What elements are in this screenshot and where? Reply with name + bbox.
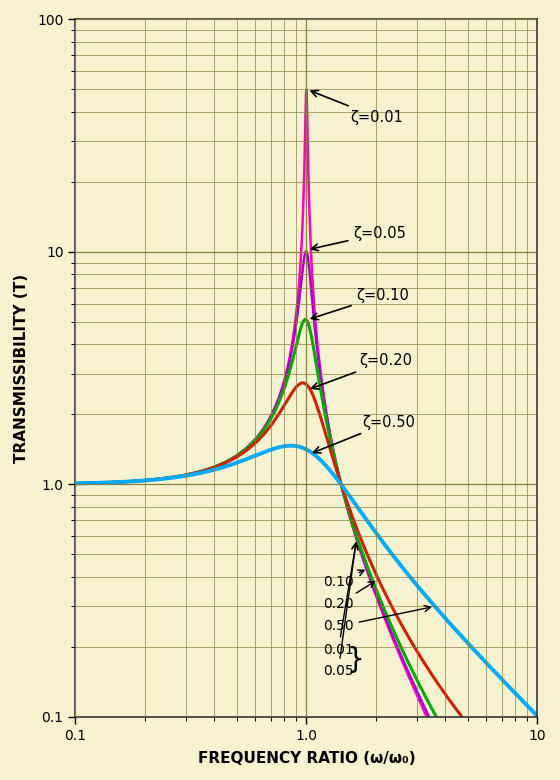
Text: 0.50: 0.50 bbox=[323, 605, 431, 633]
Text: ζ=0.10: ζ=0.10 bbox=[311, 288, 409, 320]
Text: 0.20: 0.20 bbox=[323, 582, 375, 612]
Text: ζ=0.01: ζ=0.01 bbox=[311, 90, 403, 125]
Text: }: } bbox=[347, 646, 365, 674]
Text: ζ=0.20: ζ=0.20 bbox=[312, 353, 413, 389]
X-axis label: FREQUENCY RATIO (ω/ω₀): FREQUENCY RATIO (ω/ω₀) bbox=[198, 751, 415, 766]
Text: 0.01: 0.01 bbox=[323, 544, 358, 657]
Text: ζ=0.50: ζ=0.50 bbox=[314, 415, 416, 453]
Y-axis label: TRANSMISSIBILITY (T): TRANSMISSIBILITY (T) bbox=[14, 274, 29, 463]
Text: 0.05: 0.05 bbox=[323, 543, 358, 678]
Text: 0.10: 0.10 bbox=[323, 570, 364, 589]
Text: ζ=0.05: ζ=0.05 bbox=[311, 226, 407, 250]
